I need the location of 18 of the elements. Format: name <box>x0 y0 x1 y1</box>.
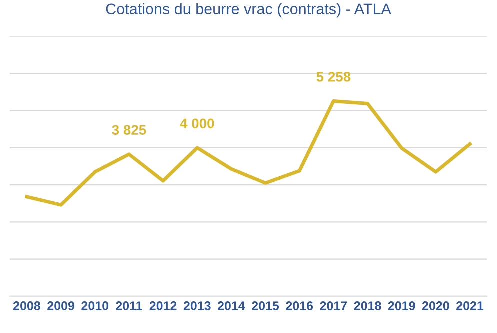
x-tick-label: 2012 <box>150 302 177 310</box>
data-label: 4 000 <box>180 118 214 129</box>
x-tick-label: 2013 <box>184 302 211 310</box>
data-label: 3 825 <box>112 125 146 136</box>
data-label: 5 258 <box>316 72 351 82</box>
x-tick-label: 2010 <box>82 302 109 310</box>
x-tick-label: 2016 <box>286 302 314 310</box>
x-tick-label: 2019 <box>388 302 416 310</box>
x-tick-label: 2009 <box>48 302 74 310</box>
x-tick-label: 2020 <box>422 302 450 310</box>
x-tick-label: 2008 <box>14 302 40 310</box>
x-tick-label: 2021 <box>456 302 484 310</box>
x-tick-label: 2015 <box>252 302 280 310</box>
x-tick-label: 2017 <box>320 302 348 310</box>
x-tick-label: 2014 <box>218 302 246 310</box>
x-tick-label: 2011 <box>116 302 142 310</box>
chart-title: Cotations du beurre vrac (contrats) - ATLA <box>106 3 392 18</box>
x-tick-label: 2018 <box>354 302 382 310</box>
